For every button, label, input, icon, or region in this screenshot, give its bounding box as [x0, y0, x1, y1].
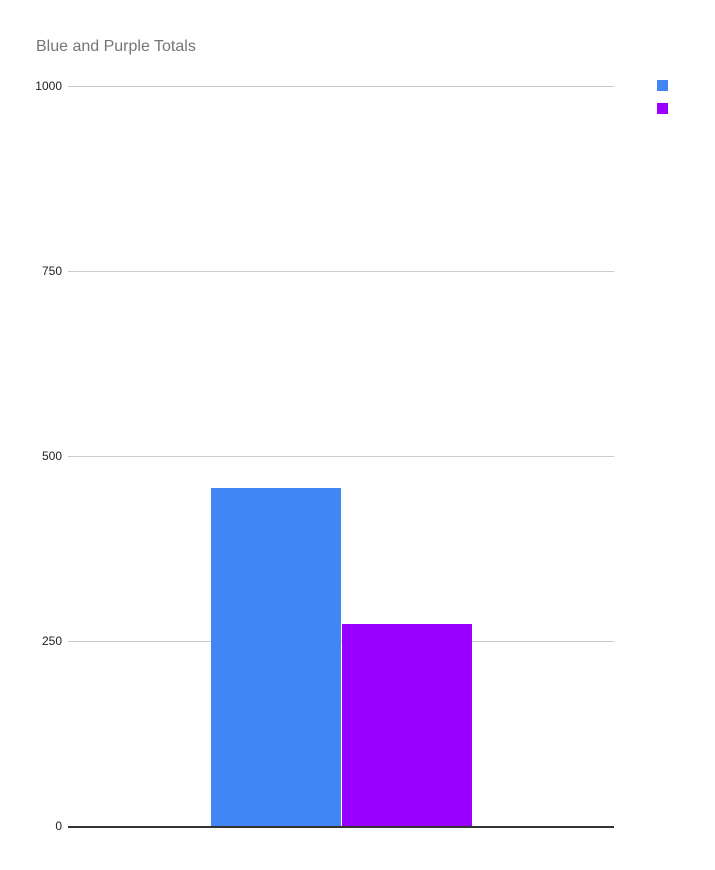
- y-axis-tick-label: 750: [41, 264, 62, 278]
- gridline: [68, 271, 614, 272]
- blue-legend-swatch[interactable]: [657, 80, 668, 91]
- y-axis-tick-label: 1000: [35, 79, 62, 93]
- purple-bar[interactable]: [342, 624, 472, 828]
- x-axis-baseline: [68, 826, 614, 828]
- y-axis-tick-label: 250: [41, 634, 62, 648]
- y-axis-tick-label: 0: [55, 819, 62, 833]
- chart-title: Blue and Purple Totals: [36, 38, 196, 55]
- y-axis-tick-label: 500: [41, 449, 62, 463]
- blue-bar[interactable]: [211, 488, 341, 828]
- purple-legend-swatch[interactable]: [657, 103, 668, 114]
- y-axis: 0 250 500 750 1000: [0, 79, 62, 833]
- gridline: [68, 86, 614, 87]
- chart-legend: [657, 80, 668, 114]
- plot-area: [68, 86, 614, 828]
- gridline: [68, 456, 614, 457]
- gridline: [68, 641, 614, 642]
